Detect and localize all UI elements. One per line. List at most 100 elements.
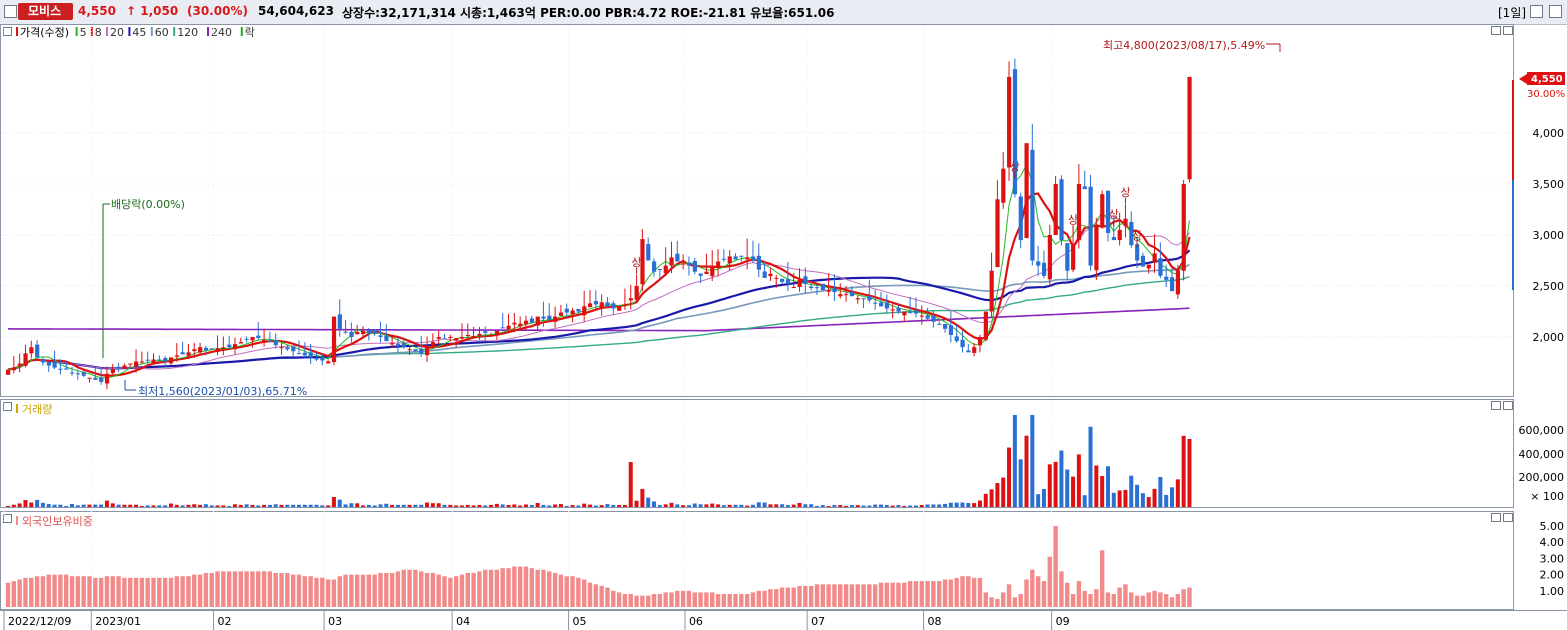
candle-body [425, 347, 430, 356]
volume-bar [774, 504, 779, 507]
trade-volume: 54,604,623 [258, 4, 334, 18]
candle-body [605, 302, 610, 307]
price-panel-controls[interactable] [3, 26, 1513, 36]
candle-body [203, 347, 209, 351]
volume-bar [52, 504, 57, 507]
candle-body [87, 377, 92, 379]
volume-bar [489, 504, 494, 507]
candle-body [256, 335, 261, 339]
panel-close-icon[interactable] [1503, 401, 1513, 410]
panel-restore-icon[interactable] [1491, 513, 1501, 522]
candle-body [669, 257, 674, 266]
foreign-panel-controls[interactable] [3, 513, 1513, 523]
panel-toggle-icon[interactable] [3, 514, 12, 523]
grid-layer [1, 25, 1512, 609]
volume-bar [1047, 464, 1052, 507]
foreign-holding-bar [826, 584, 831, 607]
foreign-holding-bar [902, 582, 907, 607]
stock-chart[interactable]: 가격(수정) 5 8 20 45 60 120 240 락 거래량 외국인보유비중 2,0002… [0, 24, 1567, 630]
candle-body [1071, 245, 1076, 270]
volume-bar [87, 504, 92, 507]
volume-bar [419, 504, 424, 507]
foreign-holding-bar [203, 572, 209, 607]
foreign-holding-bar [5, 582, 11, 607]
volume-bar [134, 504, 139, 507]
x-tick-label: 06 [689, 615, 703, 628]
volume-tick-label: 200,000 [1519, 471, 1565, 484]
panel-toggle-icon[interactable] [3, 402, 12, 411]
panel-close-icon[interactable] [1503, 26, 1513, 35]
volume-bar [943, 503, 948, 507]
foreign-panel-label: 외국인보유비중 [22, 515, 93, 528]
volume-bar [803, 504, 808, 507]
foreign-holding-bar [675, 590, 680, 607]
volume-bar [628, 462, 633, 507]
stock-name-badge[interactable]: 모비스 [18, 3, 74, 20]
volume-bar [826, 506, 831, 507]
candle-body [180, 352, 185, 355]
foreign-holding-bar [785, 587, 791, 607]
foreign-holding-bar [1053, 526, 1058, 607]
panel-restore-icon[interactable] [1491, 401, 1501, 410]
volume-bar [780, 504, 785, 507]
window-restore-icon[interactable] [1530, 5, 1543, 18]
candles [6, 58, 1192, 390]
candle-body [372, 329, 377, 334]
volume-bar [1175, 479, 1180, 507]
foreign-holding-bar [1047, 556, 1052, 607]
volume-bar [1100, 476, 1105, 507]
candle-body [1129, 221, 1134, 246]
layout-toggle-icon[interactable] [4, 5, 17, 18]
change-rate: (30.00%) [187, 4, 248, 18]
volume-bar [1187, 439, 1192, 507]
candle-body [1135, 244, 1140, 261]
volume-bar [966, 503, 971, 507]
volume-bar [23, 500, 28, 507]
candle-body [436, 337, 441, 339]
volume-bar [908, 505, 913, 507]
panel-toggle-icon[interactable] [3, 27, 12, 36]
volume-bar [395, 504, 400, 507]
volume-bar [70, 504, 75, 507]
candle-body [430, 342, 436, 347]
foreign-tick-label: 4.00 [1540, 536, 1565, 549]
foreign-holding-bar [279, 572, 284, 607]
panel-restore-icon[interactable] [1491, 26, 1501, 35]
foreign-holding-bar [261, 571, 267, 607]
foreign-holding-bar [1111, 594, 1116, 607]
volume-bar [279, 504, 284, 507]
legend-label-6: 120 [177, 26, 198, 39]
volume-bar [58, 504, 63, 507]
foreign-holding-bar [52, 574, 57, 607]
price-change: ↑ 1,050 [126, 4, 178, 18]
foreign-holding-bar [81, 576, 86, 607]
volume-bar [983, 493, 988, 507]
foreign-holding-bar [1094, 589, 1099, 607]
candle-body [704, 271, 709, 275]
foreign-holding-bar [1018, 594, 1023, 607]
volume-bar [867, 505, 872, 507]
candle-body [483, 331, 488, 333]
period-selector[interactable]: [1일] [1498, 6, 1527, 20]
foreign-holding-bar [605, 587, 610, 607]
candle-body [471, 335, 476, 338]
volume-bar [75, 505, 80, 507]
candle-body [797, 279, 802, 288]
volume-bar [814, 506, 819, 507]
volume-bar [995, 483, 1000, 507]
foreign-holding-bar [314, 577, 319, 607]
candle-body [628, 298, 633, 301]
foreign-holding-bar [1129, 592, 1134, 607]
candle-body [902, 311, 907, 316]
candle-body [1181, 184, 1186, 271]
volume-bar [972, 503, 977, 507]
window-close-icon[interactable] [1549, 5, 1562, 18]
candle-body [1164, 276, 1169, 280]
volume-bar [273, 504, 278, 507]
volume-panel-controls[interactable] [3, 401, 1513, 411]
foreign-holding-bar [733, 594, 738, 607]
panel-close-icon[interactable] [1503, 513, 1513, 522]
limit-up-marker: 상 [1109, 208, 1119, 221]
candle-body [576, 308, 581, 312]
foreign-holding-bar [919, 581, 924, 607]
